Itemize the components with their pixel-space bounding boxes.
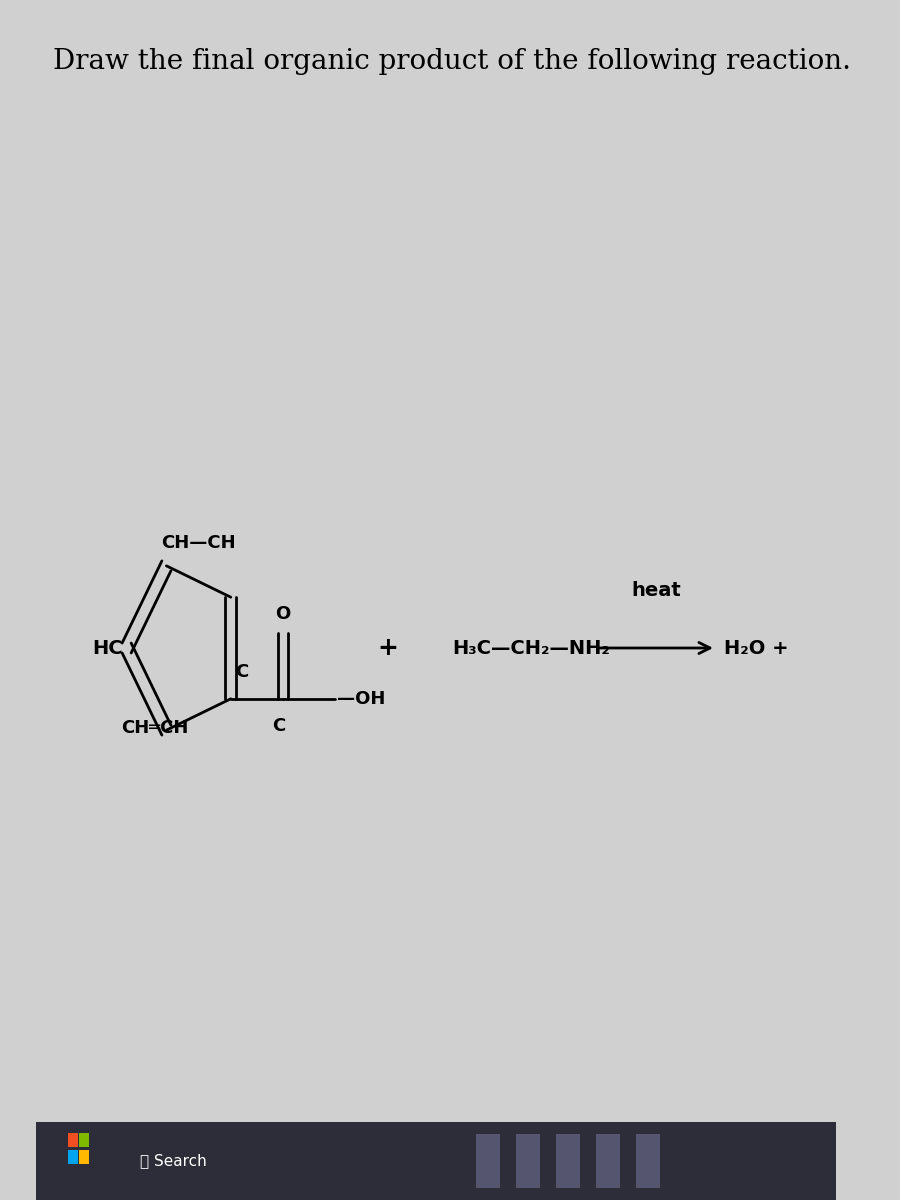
Text: Draw the final organic product of the following reaction.: Draw the final organic product of the fo… — [53, 48, 851, 74]
Text: CH═CH: CH═CH — [121, 719, 188, 737]
Bar — [476, 1134, 500, 1188]
Bar — [68, 1150, 78, 1164]
Text: CH—CH: CH—CH — [161, 534, 236, 552]
Text: H₃C—CH₂—NH₂: H₃C—CH₂—NH₂ — [452, 638, 610, 658]
Bar — [596, 1134, 620, 1188]
Bar — [516, 1134, 540, 1188]
Text: ⌕ Search: ⌕ Search — [140, 1153, 207, 1168]
Text: C: C — [272, 716, 285, 734]
Text: H₂O +: H₂O + — [724, 638, 788, 658]
Bar — [36, 1122, 836, 1200]
Text: heat: heat — [631, 581, 680, 600]
Bar — [79, 1150, 89, 1164]
Bar — [556, 1134, 580, 1188]
Bar — [79, 1133, 89, 1147]
Text: O: O — [275, 605, 291, 623]
Bar — [636, 1134, 660, 1188]
Bar — [68, 1133, 78, 1147]
Text: +: + — [378, 636, 399, 660]
Text: C: C — [235, 662, 248, 680]
Text: HC: HC — [92, 638, 122, 658]
Text: —OH: —OH — [338, 690, 385, 708]
